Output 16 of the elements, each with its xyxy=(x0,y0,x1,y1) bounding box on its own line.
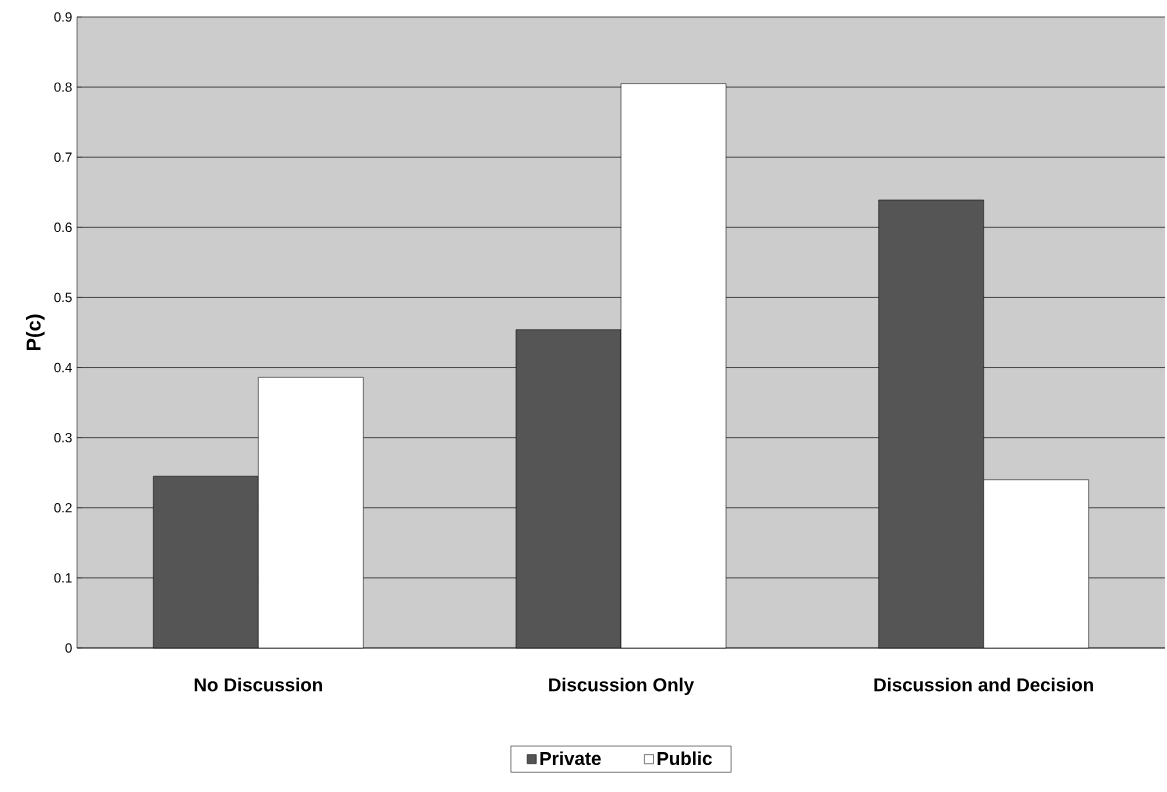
y-tick-label: 0.4 xyxy=(54,362,72,373)
legend-label: Public xyxy=(657,751,712,766)
y-tick-label: 0 xyxy=(65,643,72,653)
y-tick-label: 0.1 xyxy=(54,573,72,583)
y-tick-label: 0.7 xyxy=(54,152,72,162)
x-tick-label: No Discussion xyxy=(194,677,322,692)
x-tick-label: Discussion and Decision xyxy=(874,677,1093,692)
y-tick-label: 0.5 xyxy=(54,292,72,303)
y-tick-label: 0.2 xyxy=(54,503,72,513)
legend-label: Private xyxy=(540,751,601,766)
x-tick-label: Discussion Only xyxy=(549,677,695,696)
y-tick-label: 0.9 xyxy=(54,12,72,22)
y-tick-label: 0.8 xyxy=(54,82,72,92)
y-tick-label: 0.3 xyxy=(54,432,72,443)
y-axis-title: P(c) xyxy=(25,314,45,351)
y-tick-label: 0.6 xyxy=(54,222,72,233)
